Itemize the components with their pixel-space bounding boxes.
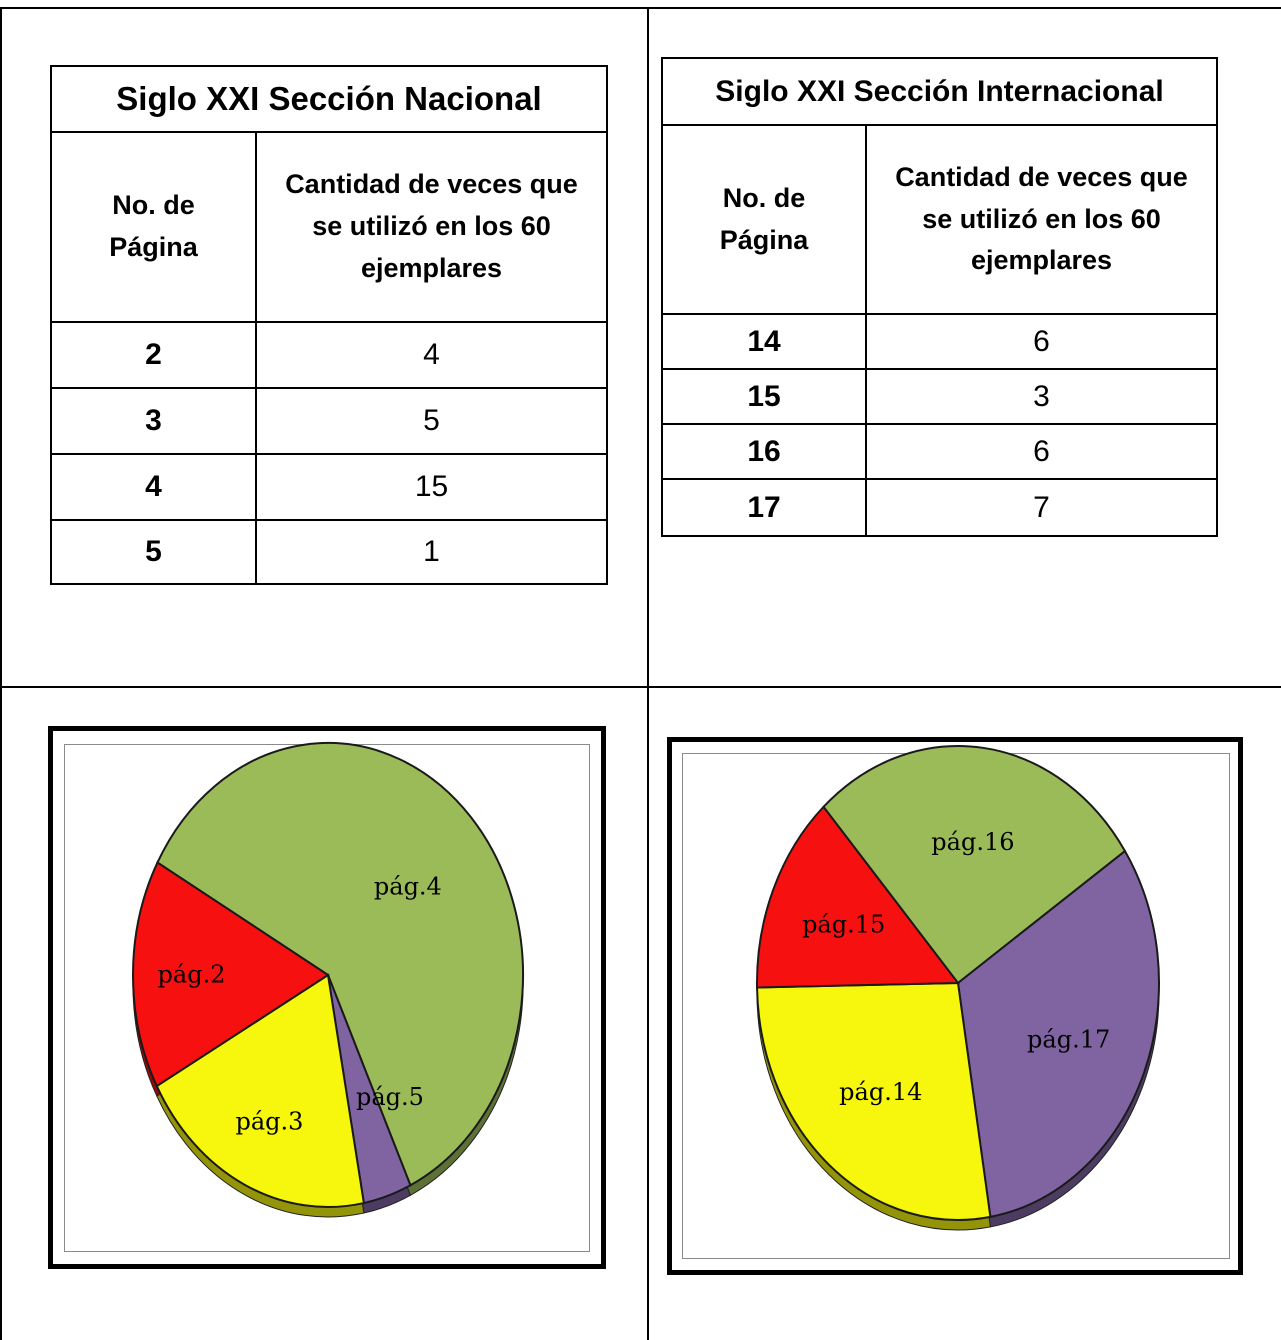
count-cell: 4 bbox=[255, 321, 608, 389]
count-cell: 1 bbox=[255, 519, 608, 585]
slice-label: pág.5 bbox=[356, 1083, 424, 1111]
pie-slice bbox=[822, 745, 1127, 985]
table-title: Siglo XXI Sección Nacional bbox=[50, 65, 608, 133]
page-cell: 5 bbox=[50, 519, 257, 585]
page-cell: 17 bbox=[661, 478, 867, 537]
column-divider bbox=[647, 7, 649, 1340]
slice-label: pág.2 bbox=[158, 960, 226, 988]
column-header-count: Cantidad de veces que se utilizó en los … bbox=[255, 131, 608, 323]
slice-label: pág.16 bbox=[931, 828, 1014, 856]
pie-slice bbox=[132, 861, 330, 1088]
column-header-page-text: No. de Página bbox=[719, 182, 809, 255]
count-cell: 7 bbox=[864, 478, 1219, 537]
page-cell: 3 bbox=[50, 387, 257, 455]
count-cell: 6 bbox=[864, 313, 1219, 370]
row-divider bbox=[0, 686, 1281, 688]
outer-top-border bbox=[0, 7, 1281, 9]
slice-label: pág.15 bbox=[802, 911, 885, 939]
column-header-count-text: Cantidad de veces que se utilizó en los … bbox=[895, 161, 1188, 276]
table-row: 16 6 bbox=[661, 423, 1219, 480]
table-row: 15 3 bbox=[661, 368, 1219, 425]
page-cell: 16 bbox=[661, 423, 867, 480]
table-row: 17 7 bbox=[661, 478, 1219, 537]
slice-label: pág.17 bbox=[1027, 1026, 1110, 1054]
outer-left-border bbox=[0, 7, 2, 1340]
table-row: 5 1 bbox=[50, 519, 608, 585]
count-cell: 5 bbox=[255, 387, 608, 455]
column-header-count-text: Cantidad de veces que se utilizó en los … bbox=[285, 169, 578, 283]
page-cell: 2 bbox=[50, 321, 257, 389]
pie-slice bbox=[756, 981, 992, 1221]
slice-label: pág.3 bbox=[235, 1108, 303, 1136]
pie-slice bbox=[956, 849, 1160, 1219]
count-cell: 6 bbox=[864, 423, 1219, 480]
table-internacional: Siglo XXI Sección Internacional No. de P… bbox=[660, 57, 1219, 537]
pie-slice bbox=[156, 742, 524, 1187]
page-cell: 4 bbox=[50, 453, 257, 521]
table-nacional: Siglo XXI Sección Nacional No. de Página… bbox=[50, 65, 608, 585]
table-row: 2 4 bbox=[50, 321, 608, 389]
column-header-page: No. de Página bbox=[661, 124, 867, 315]
count-cell: 3 bbox=[864, 368, 1219, 425]
pie-slice bbox=[756, 805, 960, 989]
page-cell: 15 bbox=[661, 368, 867, 425]
count-cell: 15 bbox=[255, 453, 608, 521]
table-row: 4 15 bbox=[50, 453, 608, 521]
slice-label: pág.4 bbox=[374, 872, 442, 900]
column-header-page-text: No. de Página bbox=[109, 190, 198, 262]
table-row: 3 5 bbox=[50, 387, 608, 455]
layout-grid bbox=[0, 7, 1281, 1340]
column-header-page: No. de Página bbox=[50, 131, 257, 323]
slice-label: pág.14 bbox=[839, 1078, 922, 1106]
table-row: 14 6 bbox=[661, 313, 1219, 370]
column-header-count: Cantidad de veces que se utilizó en los … bbox=[864, 124, 1219, 315]
table-title: Siglo XXI Sección Internacional bbox=[660, 57, 1219, 126]
page-cell: 14 bbox=[661, 313, 867, 370]
pie-slice bbox=[155, 973, 366, 1208]
